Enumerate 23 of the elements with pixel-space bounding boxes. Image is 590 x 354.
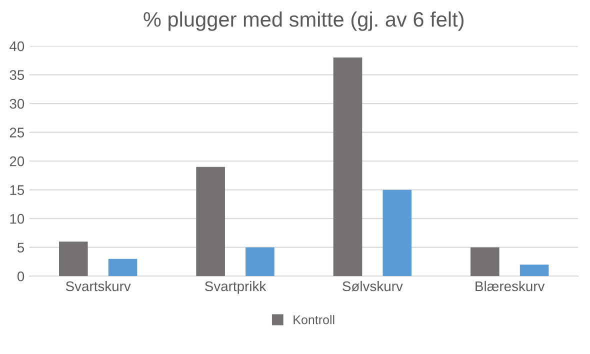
bar: [246, 247, 274, 276]
bar: [333, 58, 362, 276]
chart-title: % plugger med smitte (gj. av 6 felt): [144, 11, 464, 31]
y-tick-label: 0: [17, 271, 24, 282]
bar: [382, 190, 412, 276]
y-tick-label: 20: [10, 156, 24, 166]
y-tick-label: 25: [10, 128, 24, 138]
bar: [520, 264, 549, 276]
bar: [470, 247, 500, 276]
x-tick-label: Svartprikk: [205, 280, 266, 294]
bar: [108, 258, 138, 276]
y-tick-label: 15: [10, 185, 24, 195]
x-tick-label: Blæreskurv: [476, 280, 545, 292]
y-tick-label: 10: [10, 214, 24, 224]
y-tick-label: 30: [10, 98, 24, 109]
y-tick-label: 35: [10, 70, 24, 80]
x-tick-label: Svartskurv: [66, 280, 131, 292]
bar: [196, 166, 225, 276]
bar: [58, 242, 88, 276]
legend-label: Kontroll: [294, 315, 334, 324]
x-tick-label: Sølvskurv: [342, 280, 403, 292]
y-tick-label: 5: [17, 242, 24, 253]
y-tick-label: 40: [10, 41, 24, 52]
